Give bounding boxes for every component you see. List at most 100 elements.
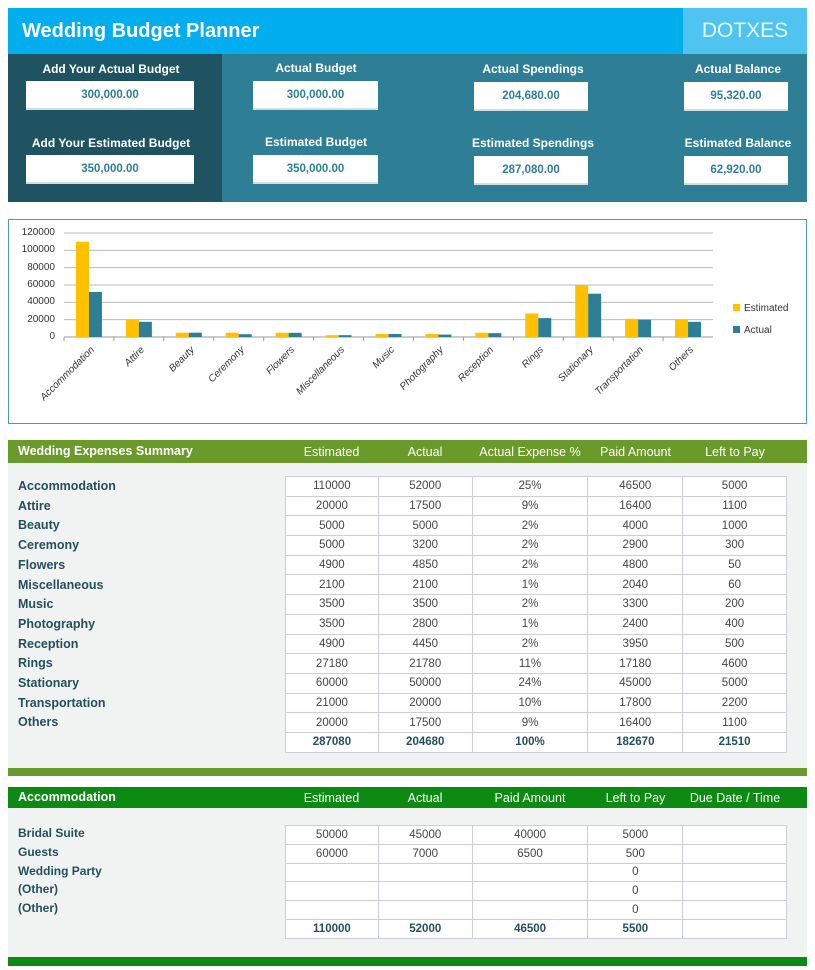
bar-actual-others bbox=[688, 321, 702, 337]
table-cell[interactable]: 300 bbox=[682, 535, 787, 556]
table-cell[interactable]: 7000 bbox=[377, 843, 473, 864]
bar-actual-miscellaneous bbox=[338, 335, 352, 337]
legend-swatch-estimated bbox=[733, 304, 740, 311]
column-header: Actual bbox=[407, 445, 443, 459]
table-cell[interactable]: 45000 bbox=[587, 672, 684, 694]
table-cell[interactable]: 2040 bbox=[587, 574, 684, 596]
table-cell[interactable]: 3300 bbox=[587, 594, 684, 615]
table-cell[interactable] bbox=[377, 900, 473, 920]
table-cell[interactable]: 4850 bbox=[377, 554, 473, 576]
table-cell[interactable]: 2100 bbox=[285, 574, 379, 596]
table-cell[interactable]: 3500 bbox=[285, 613, 379, 635]
table-cell[interactable]: 400 bbox=[682, 613, 787, 635]
table-cell[interactable] bbox=[682, 881, 787, 902]
table-cell[interactable]: 9% bbox=[471, 712, 589, 733]
table-cell[interactable]: 25% bbox=[471, 476, 589, 497]
table-cell[interactable]: 5000 bbox=[285, 515, 379, 537]
table-cell[interactable]: 20000 bbox=[285, 495, 379, 517]
table-cell[interactable]: 2100 bbox=[377, 574, 473, 596]
table-cell[interactable]: 27180 bbox=[285, 653, 379, 674]
table-row: 60000 7000 6500 500 bbox=[285, 843, 787, 864]
table-cell[interactable]: 2% bbox=[471, 633, 589, 655]
table-cell[interactable] bbox=[682, 862, 787, 883]
table-cell[interactable]: 17500 bbox=[377, 712, 473, 733]
table-cell[interactable]: 21780 bbox=[377, 653, 473, 674]
table-cell[interactable]: 4000 bbox=[587, 515, 684, 537]
table-cell[interactable]: 1% bbox=[471, 613, 589, 635]
table-cell[interactable]: 1100 bbox=[682, 712, 787, 733]
table-cell[interactable] bbox=[377, 862, 473, 883]
table-cell[interactable]: 45000 bbox=[377, 825, 473, 845]
table-cell[interactable]: 4800 bbox=[587, 554, 684, 576]
table-cell[interactable]: 11% bbox=[471, 653, 589, 674]
table-cell[interactable]: 4600 bbox=[682, 653, 787, 674]
table-cell[interactable]: 0 bbox=[587, 900, 684, 920]
table-cell[interactable]: 3950 bbox=[587, 633, 684, 655]
table-cell[interactable] bbox=[285, 900, 379, 920]
table-cell[interactable]: 3200 bbox=[377, 535, 473, 556]
table-cell[interactable] bbox=[682, 843, 787, 864]
table-cell[interactable]: 5000 bbox=[682, 672, 787, 694]
table-cell[interactable]: 50000 bbox=[377, 672, 473, 694]
table-cell[interactable]: 500 bbox=[587, 843, 684, 864]
table-cell[interactable]: 21000 bbox=[285, 692, 379, 714]
table-cell[interactable]: 4900 bbox=[285, 554, 379, 576]
table-cell[interactable]: 60000 bbox=[285, 672, 379, 694]
table-cell[interactable]: 4900 bbox=[285, 633, 379, 655]
table-cell[interactable]: 10% bbox=[471, 692, 589, 714]
table-cell[interactable]: 4450 bbox=[377, 633, 473, 655]
table-cell[interactable]: 40000 bbox=[471, 825, 589, 845]
table-cell[interactable]: 3500 bbox=[377, 594, 473, 615]
table-cell[interactable]: 200 bbox=[682, 594, 787, 615]
table-cell[interactable]: 6500 bbox=[471, 843, 589, 864]
table-cell[interactable]: 50000 bbox=[285, 825, 379, 845]
table-cell[interactable]: 2900 bbox=[587, 535, 684, 556]
table-cell[interactable] bbox=[682, 900, 787, 920]
table-cell[interactable]: 50 bbox=[682, 554, 787, 576]
table-cell[interactable]: 16400 bbox=[587, 495, 684, 517]
table-cell[interactable]: 0 bbox=[587, 881, 684, 902]
table-cell[interactable]: 1100 bbox=[682, 495, 787, 517]
table-cell[interactable]: 52000 bbox=[377, 476, 473, 497]
table-cell[interactable]: 2% bbox=[471, 515, 589, 537]
table-cell[interactable] bbox=[471, 900, 589, 920]
table-cell[interactable]: 20000 bbox=[285, 712, 379, 733]
table-cell[interactable]: 9% bbox=[471, 495, 589, 517]
table-cell[interactable] bbox=[471, 862, 589, 883]
table-cell[interactable]: 0 bbox=[587, 862, 684, 883]
table-row: 60000 50000 24% 45000 5000 bbox=[285, 672, 787, 694]
estimated-budget-input[interactable]: 350,000.00 bbox=[26, 155, 194, 184]
table-cell[interactable]: 16400 bbox=[587, 712, 684, 733]
table-cell[interactable]: 2800 bbox=[377, 613, 473, 635]
table-cell[interactable]: 2% bbox=[471, 535, 589, 556]
table-cell[interactable]: 17500 bbox=[377, 495, 473, 517]
table-cell[interactable]: 24% bbox=[471, 672, 589, 694]
table-cell[interactable]: 110000 bbox=[285, 476, 379, 497]
table-cell[interactable]: 2% bbox=[471, 554, 589, 576]
table-cell[interactable] bbox=[471, 881, 589, 902]
table-cell[interactable]: 2400 bbox=[587, 613, 684, 635]
table-cell[interactable] bbox=[682, 825, 787, 845]
table-cell[interactable]: 60000 bbox=[285, 843, 379, 864]
table-cell[interactable]: 5000 bbox=[587, 825, 684, 845]
table-cell[interactable] bbox=[377, 881, 473, 902]
table-cell[interactable]: 46500 bbox=[587, 476, 684, 497]
table-cell[interactable]: 5000 bbox=[682, 476, 787, 497]
table-cell[interactable]: 2200 bbox=[682, 692, 787, 714]
legend-label: Estimated bbox=[744, 303, 789, 314]
actual-budget-input[interactable]: 300,000.00 bbox=[26, 81, 194, 110]
table-cell[interactable]: 5000 bbox=[377, 515, 473, 537]
table-cell[interactable] bbox=[285, 862, 379, 883]
table-cell[interactable]: 20000 bbox=[377, 692, 473, 714]
table-cell[interactable]: 5000 bbox=[285, 535, 379, 556]
table-cell[interactable]: 17800 bbox=[587, 692, 684, 714]
table-cell[interactable]: 17180 bbox=[587, 653, 684, 674]
table-cell[interactable]: 3500 bbox=[285, 594, 379, 615]
table-cell[interactable] bbox=[285, 881, 379, 902]
table-cell[interactable]: 1% bbox=[471, 574, 589, 596]
table-cell[interactable]: 2% bbox=[471, 594, 589, 615]
table-cell[interactable]: 500 bbox=[682, 633, 787, 655]
table-cell[interactable]: 60 bbox=[682, 574, 787, 596]
actual-spendings-value: 204,680.00 bbox=[474, 82, 588, 111]
table-cell[interactable]: 1000 bbox=[682, 515, 787, 537]
